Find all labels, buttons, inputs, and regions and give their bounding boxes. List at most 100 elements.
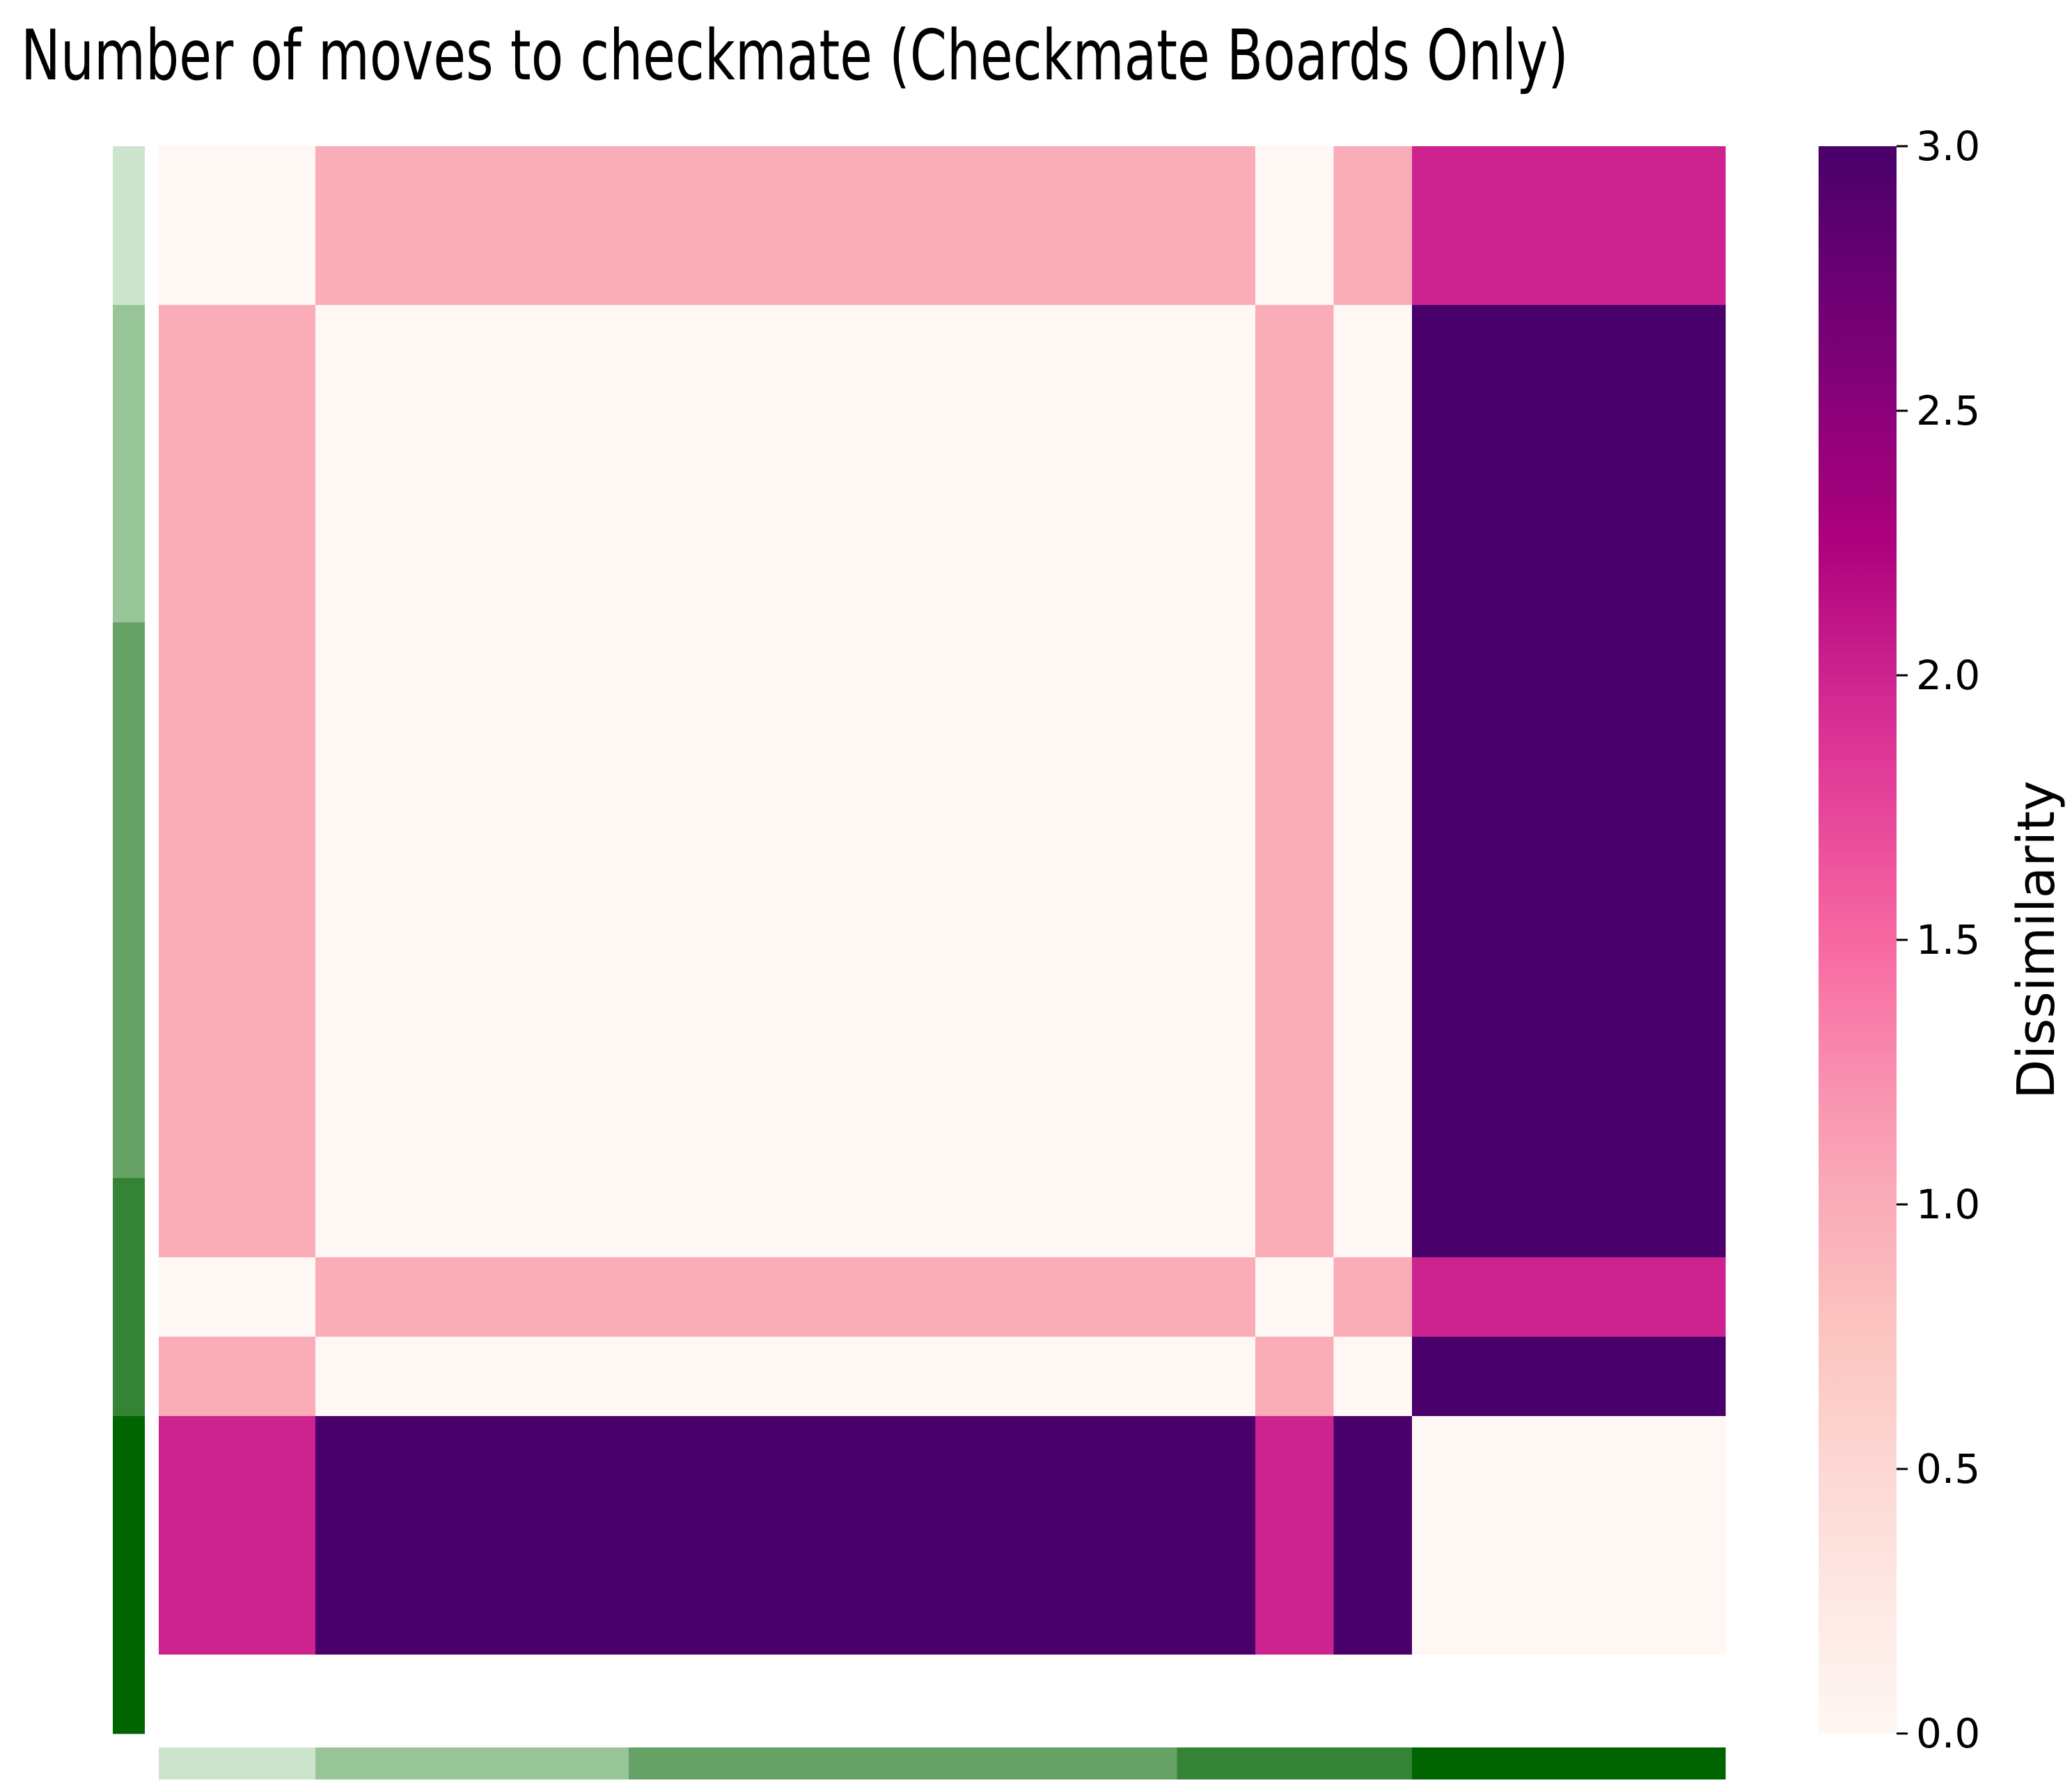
- heatmap-cell: [1020, 146, 1099, 226]
- heatmap-cell: [315, 860, 395, 941]
- heatmap-cell: [707, 1495, 786, 1575]
- heatmap-cell: [863, 1257, 943, 1337]
- heatmap-cell: [1099, 1019, 1178, 1099]
- heatmap-cell: [1099, 622, 1178, 702]
- heatmap-cell: [1020, 1178, 1099, 1258]
- row-group-swatch: [113, 1575, 145, 1655]
- heatmap-cell: [159, 702, 238, 782]
- heatmap-cell: [707, 622, 786, 702]
- heatmap-cell: [1020, 1099, 1099, 1179]
- heatmap-cell: [237, 1575, 316, 1655]
- heatmap-cell: [1569, 702, 1648, 782]
- heatmap-cell: [237, 305, 316, 385]
- heatmap-cell: [1647, 1337, 1726, 1417]
- heatmap-cell: [550, 1178, 629, 1258]
- heatmap-cell: [393, 1099, 473, 1179]
- heatmap-cell: [393, 1416, 473, 1496]
- heatmap-cell: [1569, 305, 1648, 385]
- heatmap-cell: [472, 781, 551, 861]
- heatmap-cell: [550, 1257, 629, 1337]
- row-group-swatch: [113, 1178, 145, 1258]
- heatmap-cell: [1412, 781, 1491, 861]
- heatmap-cell: [1647, 543, 1726, 623]
- heatmap-cell: [1177, 464, 1256, 544]
- heatmap-cell: [1255, 1495, 1335, 1575]
- heatmap-cell: [707, 1337, 786, 1417]
- heatmap-cell: [1490, 1337, 1569, 1417]
- heatmap-cell: [1647, 781, 1726, 861]
- heatmap-cell: [237, 384, 316, 464]
- heatmap-cell: [1020, 622, 1099, 702]
- column-group-swatch: [1647, 1747, 1726, 1779]
- heatmap-cell: [1099, 384, 1178, 464]
- heatmap-cell: [393, 146, 473, 226]
- heatmap-cell: [393, 1257, 473, 1337]
- heatmap-cell: [1412, 702, 1491, 782]
- heatmap-cell: [1569, 384, 1648, 464]
- heatmap-cell: [550, 702, 629, 782]
- heatmap-cell: [629, 305, 708, 385]
- heatmap-cell: [1490, 1257, 1569, 1337]
- heatmap-cell: [1490, 543, 1569, 623]
- heatmap-cell: [1099, 464, 1178, 544]
- heatmap-cell: [942, 781, 1021, 861]
- heatmap-cell: [629, 226, 708, 306]
- heatmap-cell: [1490, 940, 1569, 1020]
- column-group-swatch: [1412, 1747, 1491, 1779]
- heatmap-cell: [1255, 226, 1335, 306]
- heatmap-cell: [472, 1416, 551, 1496]
- heatmap-cell: [1177, 860, 1256, 941]
- heatmap-cell: [472, 464, 551, 544]
- heatmap-cell: [1569, 860, 1648, 941]
- heatmap-cell: [315, 1019, 395, 1099]
- heatmap-cell: [1569, 781, 1648, 861]
- heatmap-cell: [863, 305, 943, 385]
- column-group-swatch: [1333, 1747, 1413, 1779]
- column-group-swatch: [159, 1747, 238, 1779]
- heatmap-cell: [1569, 226, 1648, 306]
- heatmap-cell: [315, 1099, 395, 1179]
- heatmap-cell: [1333, 305, 1413, 385]
- heatmap-cell: [1333, 1416, 1413, 1496]
- heatmap-cell: [1412, 1337, 1491, 1417]
- heatmap-cell: [863, 781, 943, 861]
- heatmap-cell: [707, 1019, 786, 1099]
- heatmap-cell: [159, 781, 238, 861]
- heatmap-cell: [1490, 226, 1569, 306]
- heatmap-cell: [1569, 1495, 1648, 1575]
- heatmap-cell: [1412, 1019, 1491, 1099]
- row-group-color-bar: [113, 146, 145, 1734]
- heatmap-cell: [1177, 940, 1256, 1020]
- heatmap-cell: [629, 1019, 708, 1099]
- heatmap-cell: [1177, 1416, 1256, 1496]
- heatmap-cell: [472, 1178, 551, 1258]
- heatmap-cell: [1099, 702, 1178, 782]
- heatmap-cell: [1177, 1575, 1256, 1655]
- heatmap-cell: [863, 940, 943, 1020]
- heatmap-cell: [707, 1099, 786, 1179]
- heatmap-cell: [159, 305, 238, 385]
- heatmap-cell: [1177, 1178, 1256, 1258]
- column-group-swatch: [393, 1747, 473, 1779]
- heatmap-cell: [1569, 1575, 1648, 1655]
- heatmap-cell: [472, 384, 551, 464]
- heatmap-cell: [237, 860, 316, 941]
- heatmap-cell: [942, 226, 1021, 306]
- colorbar-tick-label: 0.5: [1916, 1445, 1980, 1493]
- heatmap-cell: [1569, 1178, 1648, 1258]
- heatmap-cell: [237, 1178, 316, 1258]
- heatmap-cell: [629, 860, 708, 941]
- heatmap-cell: [1647, 1416, 1726, 1496]
- heatmap-cell: [550, 146, 629, 226]
- heatmap-cell: [315, 940, 395, 1020]
- heatmap-cell: [785, 1178, 865, 1258]
- heatmap-cell: [1569, 1416, 1648, 1496]
- heatmap-cell: [159, 860, 238, 941]
- heatmap-cell: [785, 1575, 865, 1655]
- column-group-swatch: [1490, 1747, 1569, 1779]
- heatmap-cell: [472, 226, 551, 306]
- heatmap-cell: [1177, 226, 1256, 306]
- heatmap-cell: [863, 860, 943, 941]
- heatmap-cell: [1255, 702, 1335, 782]
- heatmap-cell: [472, 1257, 551, 1337]
